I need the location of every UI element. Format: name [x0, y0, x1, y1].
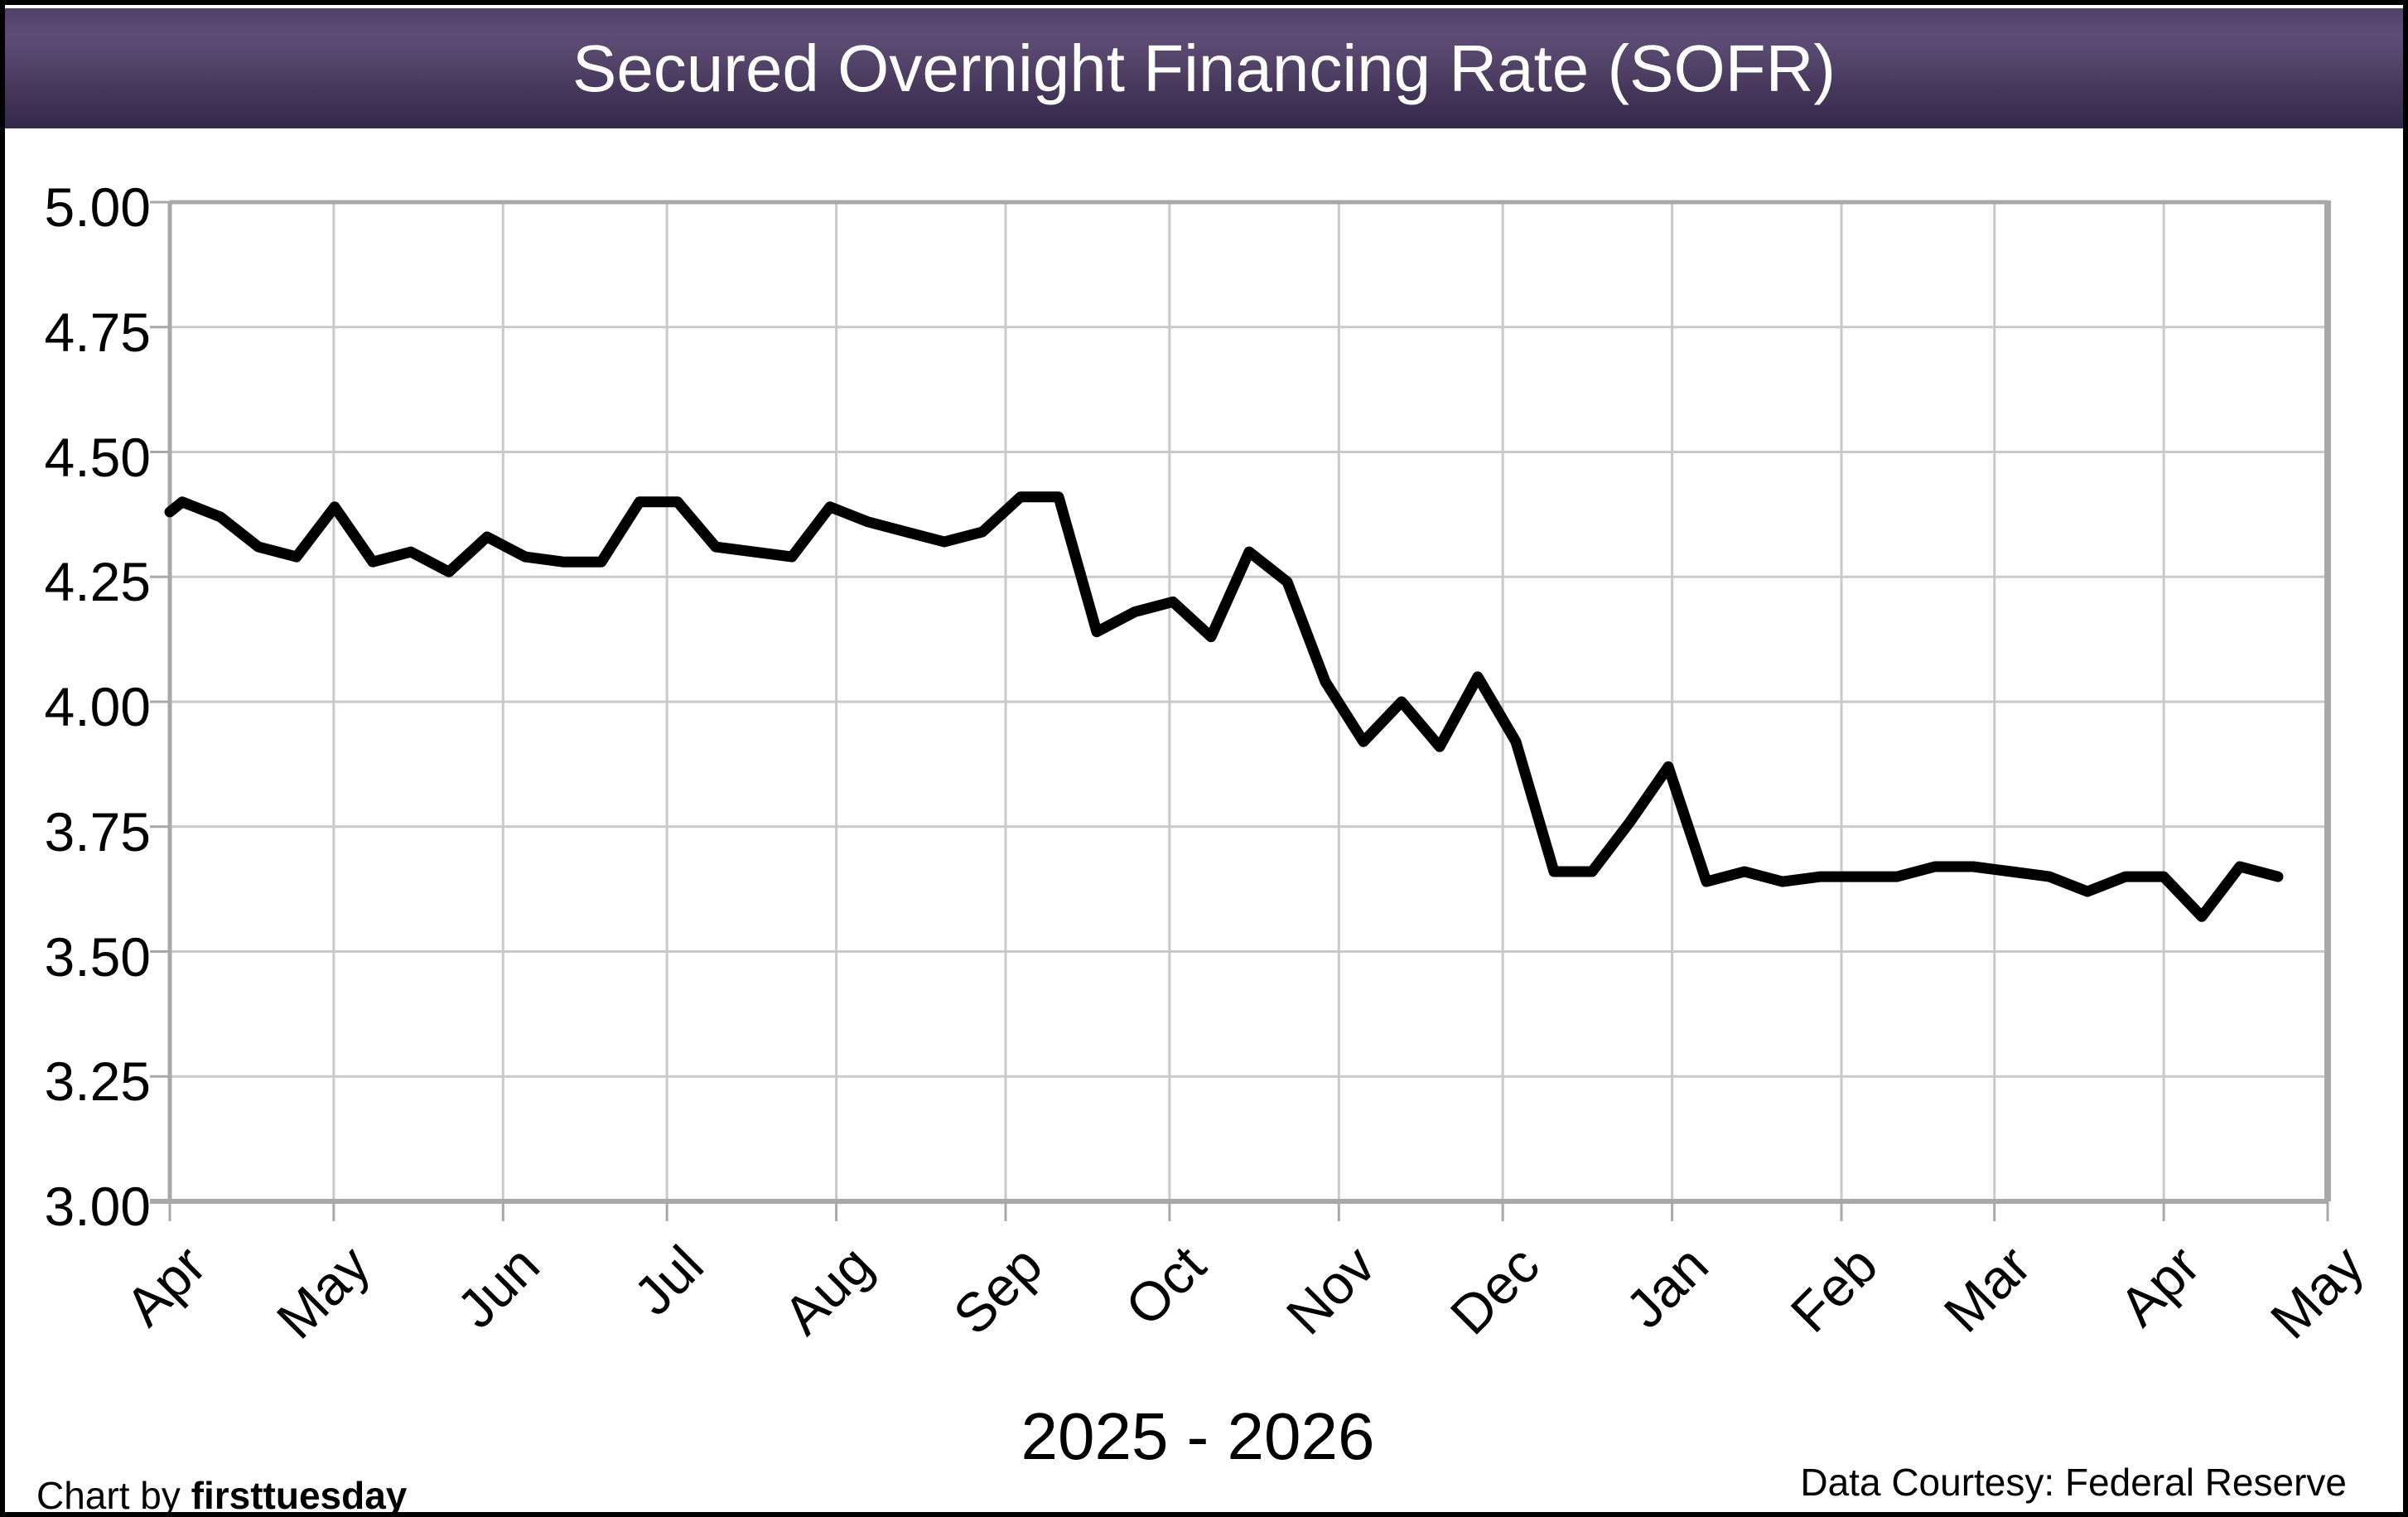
data-source-text: Data Courtesy: Federal Reserve: [1800, 1461, 2347, 1504]
y-axis-label: 4.25: [44, 551, 151, 613]
credit-brand: firsttuesday: [191, 1474, 408, 1517]
credit-prefix: Chart by: [36, 1474, 191, 1517]
sofr-line-series: [164, 491, 2284, 922]
title-bar: Secured Overnight Financing Rate (SOFR): [5, 8, 2403, 128]
plot-area: [150, 200, 2331, 1221]
chart-title: Secured Overnight Financing Rate (SOFR): [572, 31, 1836, 105]
y-axis-label: 4.50: [44, 426, 151, 488]
y-axis-label: 3.00: [44, 1176, 151, 1237]
y-axis-label: 3.75: [44, 800, 151, 862]
y-axis-label: 3.25: [44, 1051, 151, 1113]
x-axis-period-label: 2025 - 2026: [1021, 1399, 1375, 1473]
y-axis-label: 4.75: [44, 301, 151, 363]
y-axis-label: 3.50: [44, 925, 151, 988]
y-axis-label: 5.00: [44, 176, 151, 238]
y-axis-label: 4.00: [44, 676, 151, 737]
credit-text: Chart by firsttuesday: [36, 1473, 408, 1517]
